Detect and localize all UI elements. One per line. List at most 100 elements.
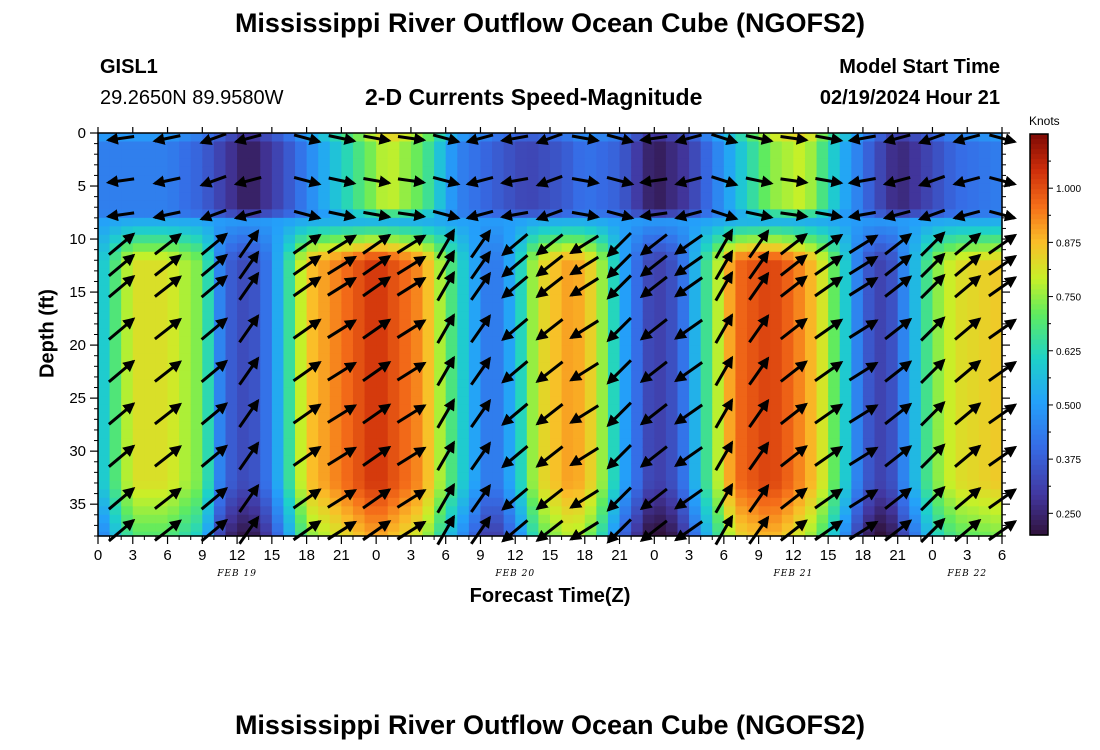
heatmap-cell — [422, 429, 435, 440]
heatmap-cell — [260, 362, 273, 372]
heatmap-cell — [329, 277, 342, 287]
heatmap-cell — [167, 370, 180, 380]
heatmap-cell — [387, 404, 400, 414]
heatmap-cell — [167, 200, 180, 210]
heatmap-cell — [804, 497, 818, 507]
heatmap-cell — [387, 421, 400, 431]
heatmap-cell — [399, 226, 412, 236]
heatmap-cell — [828, 328, 841, 338]
heatmap-cell — [712, 158, 725, 168]
heatmap-cell — [631, 243, 644, 253]
heatmap-cell — [144, 158, 157, 168]
heatmap-cell — [434, 166, 447, 177]
heatmap-cell — [410, 472, 424, 482]
heatmap-cell — [190, 489, 203, 499]
heatmap-cell — [329, 446, 342, 456]
colorbar-segment — [1030, 519, 1048, 526]
heatmap-cell — [167, 412, 180, 423]
heatmap-cell — [329, 226, 342, 236]
heatmap-cell — [144, 497, 157, 507]
current-vector-arrow — [954, 253, 982, 278]
heatmap-cell — [909, 133, 922, 143]
heatmap-cell — [839, 251, 852, 261]
heatmap-cell — [503, 192, 516, 202]
heatmap-cell — [434, 217, 447, 227]
heatmap-cell — [121, 328, 134, 338]
current-vector-arrow — [152, 175, 181, 188]
heatmap-cell — [561, 328, 574, 338]
heatmap-cell — [550, 217, 563, 227]
heatmap-cell — [689, 166, 702, 177]
heatmap-cell — [955, 141, 968, 151]
heatmap-cell — [376, 217, 389, 227]
heatmap-cell — [920, 446, 934, 456]
heatmap-cell — [445, 336, 458, 346]
heatmap-cell — [341, 472, 354, 482]
current-vector-arrow — [233, 175, 262, 188]
heatmap-cell — [318, 455, 331, 465]
heatmap-cell — [990, 345, 1003, 355]
heatmap-cell — [260, 277, 273, 287]
heatmap-cell — [329, 387, 342, 397]
heatmap-cell — [468, 370, 482, 380]
heatmap-cell — [260, 302, 273, 312]
current-vector-arrow — [606, 316, 632, 343]
heatmap-cell — [607, 438, 621, 448]
heatmap-cell — [155, 429, 169, 440]
heatmap-cell — [237, 328, 250, 338]
heatmap-cell — [596, 251, 609, 261]
heatmap-cell — [445, 260, 458, 270]
heatmap-cell — [793, 396, 806, 406]
heatmap-cell — [283, 217, 296, 227]
heatmap-cell — [260, 514, 273, 524]
heatmap-cell — [747, 438, 760, 448]
heatmap-cell — [202, 404, 215, 414]
heatmap-cell — [712, 260, 725, 270]
heatmap-cell — [642, 158, 655, 168]
heatmap-cell — [839, 412, 852, 423]
heatmap-cell — [978, 497, 992, 507]
heatmap-cell — [341, 514, 354, 524]
heatmap-cell — [190, 463, 203, 473]
heatmap-cell — [364, 506, 377, 516]
heatmap-cell — [851, 166, 864, 177]
heatmap-cell — [329, 523, 342, 533]
heatmap-cell — [283, 268, 296, 278]
heatmap-cell — [596, 133, 609, 143]
heatmap-cell — [457, 353, 470, 363]
heatmap-cell — [978, 209, 992, 219]
current-vector-arrow — [714, 482, 734, 514]
heatmap-cell — [410, 345, 424, 355]
heatmap-cell — [434, 353, 447, 363]
heatmap-cell — [735, 277, 748, 287]
heatmap-cell — [677, 379, 690, 389]
heatmap-cell — [98, 429, 111, 440]
heatmap-cell — [202, 353, 215, 363]
heatmap-cell — [121, 166, 134, 177]
heatmap-cell — [561, 497, 574, 507]
heatmap-cell — [202, 200, 215, 210]
heatmap-cell — [492, 421, 505, 431]
heatmap-cell — [213, 472, 227, 482]
heatmap-cell — [329, 429, 342, 440]
heatmap-cell — [515, 183, 528, 193]
heatmap-cell — [260, 260, 273, 270]
heatmap-cell — [839, 480, 852, 490]
heatmap-cell — [700, 260, 713, 270]
heatmap-cell — [225, 192, 238, 202]
heatmap-cell — [283, 141, 296, 151]
heatmap-cell — [295, 387, 308, 397]
heatmap-cell — [179, 480, 192, 490]
heatmap-cell — [515, 260, 528, 270]
heatmap-cell — [561, 217, 574, 227]
heatmap-cell — [190, 285, 203, 295]
heatmap-cell — [538, 149, 551, 160]
heatmap-cell — [121, 217, 134, 227]
heatmap-cell — [237, 514, 250, 524]
heatmap-cell — [132, 251, 145, 261]
heatmap-cell — [619, 226, 632, 236]
colorbar-segment — [1030, 204, 1048, 210]
heatmap-cell — [642, 149, 655, 160]
heatmap-cell — [468, 251, 482, 261]
heatmap-cell — [862, 166, 876, 177]
